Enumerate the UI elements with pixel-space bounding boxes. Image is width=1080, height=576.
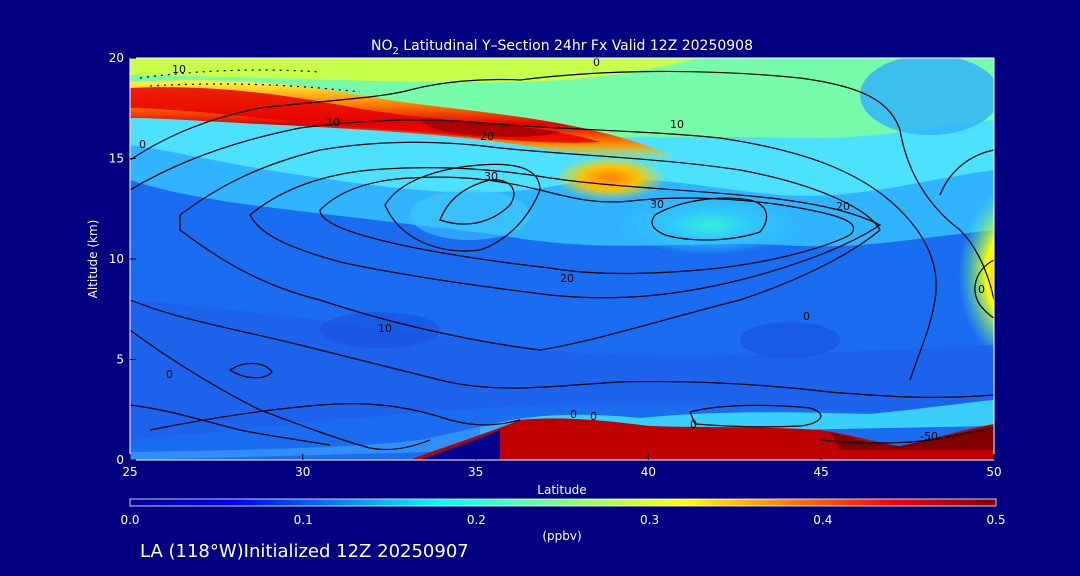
contour-label: 0 <box>803 310 810 323</box>
contour-line <box>384 163 541 252</box>
contour-label: 10 <box>326 116 340 129</box>
contour-line <box>939 149 994 196</box>
colorbar <box>129 498 997 507</box>
contour-labels: 0 10 0 10 20 30 10 30 20 20 0 10 0 0 0 -… <box>139 56 985 443</box>
contour-label: 0 <box>590 410 597 423</box>
contour-label: 20 <box>836 200 850 213</box>
x-tick-label: 25 <box>122 465 137 479</box>
init-footer: LA (118°W)Initialized 12Z 20250907 <box>140 541 469 562</box>
contour-line <box>519 70 994 301</box>
contour-lines <box>130 69 994 451</box>
y-tick-label: 20 <box>109 51 124 65</box>
contour-label: 20 <box>480 130 494 143</box>
contour-line <box>974 259 994 319</box>
x-tick-label: 30 <box>295 465 310 479</box>
y-tick-label: 10 <box>109 252 124 266</box>
contour-label: 10 <box>378 322 392 335</box>
contour-label: -50 <box>920 430 938 443</box>
x-tick-label: 35 <box>468 465 483 479</box>
chart-title: NO2 Latitudinal Y–Section 24hr Fx Valid … <box>371 38 753 57</box>
contour-label: 0 <box>978 283 985 296</box>
y-tick-label: 15 <box>109 152 124 166</box>
colorbar-unit-label: (ppbv) <box>542 529 581 543</box>
x-axis: 25 30 35 40 45 50 <box>122 454 1002 479</box>
colorbar-tick-label: 0.1 <box>294 513 313 527</box>
contour-label: 0 <box>166 368 173 381</box>
contour-line <box>130 119 937 381</box>
colorbar-tick-label: 0.4 <box>813 513 832 527</box>
contour-line <box>130 299 994 398</box>
contour-line <box>130 404 331 446</box>
contour-line <box>819 427 994 444</box>
colorbar-tick-label: 0.0 <box>120 513 139 527</box>
x-tick-label: 45 <box>814 465 829 479</box>
contour-line <box>130 78 521 161</box>
contour-line <box>228 362 273 379</box>
contour-line <box>319 176 855 275</box>
y-tick-label: 5 <box>116 353 124 367</box>
contour-line <box>130 329 431 451</box>
x-axis-label: Latitude <box>537 483 586 497</box>
contour-label: 0 <box>570 408 577 421</box>
contour-line <box>149 403 521 431</box>
colorbar-ticks: 0.0 0.1 0.2 0.3 0.4 0.5 <box>120 513 1005 527</box>
contour-label: 30 <box>650 198 664 211</box>
y-axis-label: Altitude (km) <box>86 220 100 299</box>
colorbar-tick-label: 0.3 <box>640 513 659 527</box>
contour-line <box>249 167 882 299</box>
y-axis: 0 5 10 15 20 <box>109 51 136 467</box>
colorbar-tick-label: 0.5 <box>986 513 1005 527</box>
x-tick-label: 40 <box>641 465 656 479</box>
contour-label: 30 <box>484 170 498 183</box>
contour-line <box>689 404 822 428</box>
contour-line <box>179 141 881 351</box>
contour-label: 0 <box>139 138 146 151</box>
contour-label: 10 <box>670 118 684 131</box>
x-tick-label: 50 <box>986 465 1001 479</box>
contour-line <box>651 197 768 241</box>
contour-label: 10 <box>172 63 186 76</box>
y-tick-label: 0 <box>116 453 124 467</box>
contour-label: 0 <box>593 56 600 69</box>
concentration-field <box>130 58 994 460</box>
contour-line <box>439 179 515 225</box>
colorbar-tick-label: 0.2 <box>467 513 486 527</box>
contour-label: 0 <box>690 418 697 431</box>
contour-label: 20 <box>560 272 574 285</box>
